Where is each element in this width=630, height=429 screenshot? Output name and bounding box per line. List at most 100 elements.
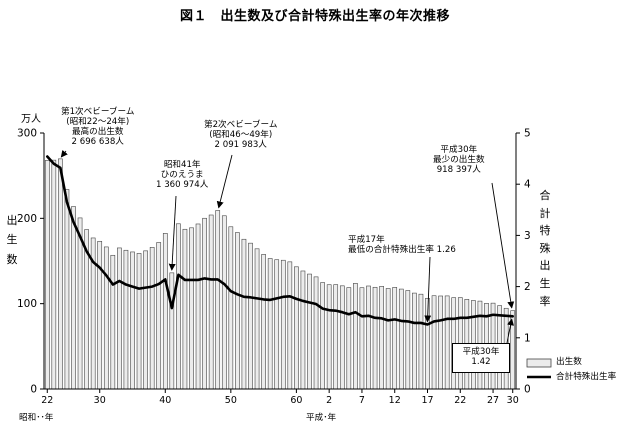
bar-1995 — [359, 287, 365, 390]
right-axis-label: 合計特殊出生率 — [539, 189, 551, 308]
legend-line-label: 合計特殊出生率 — [556, 372, 617, 382]
bar-1971 — [202, 217, 207, 390]
bar-1969 — [189, 227, 194, 390]
left-tick-label-300: 300 — [17, 128, 37, 140]
bar-1981 — [267, 258, 273, 390]
bar-1955 — [97, 240, 103, 390]
left-tick-label-200: 200 — [17, 213, 37, 225]
leader-hinoeuma — [168, 195, 177, 271]
x-tick-label-1990: 2 — [326, 395, 332, 406]
x-tick-label-1965: 40 — [159, 395, 171, 406]
chart-title: 図１ 出生数及び合計特殊出生率の年次推移 — [179, 9, 450, 24]
bar-2006 — [431, 295, 437, 390]
bar-1986 — [300, 270, 306, 390]
bar-1988 — [313, 276, 319, 390]
leader-baby-boom-1 — [60, 149, 68, 158]
bar-1951 — [71, 206, 76, 390]
bar-1976 — [235, 232, 240, 390]
bar-1985 — [294, 266, 299, 390]
leader-h17-lowest-tfr — [424, 256, 432, 323]
right-tick-label-5: 5 — [524, 128, 531, 140]
bar-2008 — [444, 295, 450, 390]
right-tick-label-1: 1 — [524, 332, 531, 344]
bar-1950 — [64, 189, 70, 390]
left-axis-unit: 万人 — [21, 114, 41, 125]
x-tick-label-2000: 12 — [389, 395, 401, 406]
bar-1984 — [287, 261, 293, 390]
bar-1962 — [143, 250, 148, 390]
bar-1949 — [58, 158, 63, 390]
legend-bars-label: 出生数 — [556, 357, 582, 367]
bar-1966 — [169, 272, 175, 390]
bar-1991 — [333, 284, 339, 390]
bar-2000 — [392, 287, 398, 390]
bar-1972 — [208, 214, 214, 390]
bar-1967 — [176, 223, 181, 390]
leader-h30-lowest-births — [491, 182, 515, 309]
legend-bar-swatch — [526, 358, 552, 368]
bar-1965 — [162, 233, 168, 390]
bar-1960 — [130, 251, 135, 390]
bar-1973 — [215, 210, 221, 390]
bar-1947 — [44, 160, 50, 390]
bar-1952 — [77, 217, 83, 390]
tfr-series-line — [45, 155, 515, 326]
x-tick-label-1955: 30 — [94, 395, 106, 406]
x-tick-label-2018: 30 — [507, 395, 519, 406]
bar-1964 — [156, 242, 162, 390]
bar-1983 — [280, 259, 286, 390]
annotation-hinoeuma: 昭和41年 ひのえうま 1 360 974人 — [156, 160, 209, 191]
bar-1958 — [117, 247, 122, 390]
h30-tfr-box: 平成30年 1.42 — [452, 343, 510, 373]
bar-1998 — [379, 286, 384, 390]
bar-1956 — [103, 246, 109, 390]
left-axis-label: 出生数 — [6, 214, 18, 266]
heisei-era-label: 平成･年 — [306, 413, 337, 423]
left-tick-label-100: 100 — [17, 298, 37, 310]
x-tick-label-1947: 22 — [41, 395, 53, 406]
bar-1989 — [320, 282, 325, 390]
bar-2002 — [405, 290, 411, 390]
x-tick-label-1995: 7 — [359, 395, 365, 406]
bar-1970 — [195, 223, 201, 390]
h30-tfr-box-text: 平成30年 1.42 — [462, 347, 500, 368]
bar-1982 — [274, 259, 280, 390]
x-tick-label-1975: 50 — [225, 395, 237, 406]
bar-1963 — [149, 247, 155, 390]
bar-1957 — [110, 254, 116, 390]
bar-1987 — [307, 273, 312, 390]
right-tick-label-3: 3 — [524, 230, 531, 242]
bar-1959 — [123, 249, 129, 390]
bar-1979 — [254, 248, 260, 390]
showa-era-label: 昭和･･年 — [19, 413, 54, 423]
bar-2003 — [412, 292, 417, 390]
bar-1975 — [228, 226, 234, 390]
leader-baby-boom-2 — [216, 154, 233, 209]
bar-1992 — [339, 285, 345, 390]
annotation-h17-lowest-tfr: 平成17年 最低の合計特殊出生率 1.26 — [348, 235, 456, 256]
bar-1980 — [261, 254, 266, 390]
x-tick-label-2010: 22 — [454, 395, 466, 406]
annotation-baby-boom-1: 第1次ベビーブーム (昭和22～24年) 最高の出生数 2 696 638人 — [61, 107, 135, 148]
x-tick-label-1985: 60 — [290, 395, 302, 406]
bar-1948 — [51, 159, 57, 390]
bar-1974 — [221, 215, 227, 390]
leader-h30-tfr — [506, 318, 514, 344]
bar-1993 — [346, 287, 352, 390]
bar-1999 — [385, 288, 391, 390]
right-tick-label-2: 2 — [524, 281, 531, 293]
right-tick-label-4: 4 — [524, 179, 531, 191]
bar-1977 — [241, 238, 247, 390]
bar-2007 — [438, 295, 443, 390]
bar-1997 — [372, 286, 378, 390]
x-tick-label-2015: 27 — [487, 395, 499, 406]
annotation-h30-lowest-births: 平成30年 最少の出生数 918 397人 — [433, 145, 485, 176]
left-tick-label-0: 0 — [30, 384, 37, 396]
bar-2004 — [418, 293, 424, 390]
right-tick-label-0: 0 — [524, 384, 531, 396]
annotation-baby-boom-2: 第2次ベビーブーム (昭和46～49年) 2 091 983人 — [204, 120, 278, 151]
bar-1990 — [326, 284, 332, 390]
bar-1996 — [366, 285, 371, 390]
